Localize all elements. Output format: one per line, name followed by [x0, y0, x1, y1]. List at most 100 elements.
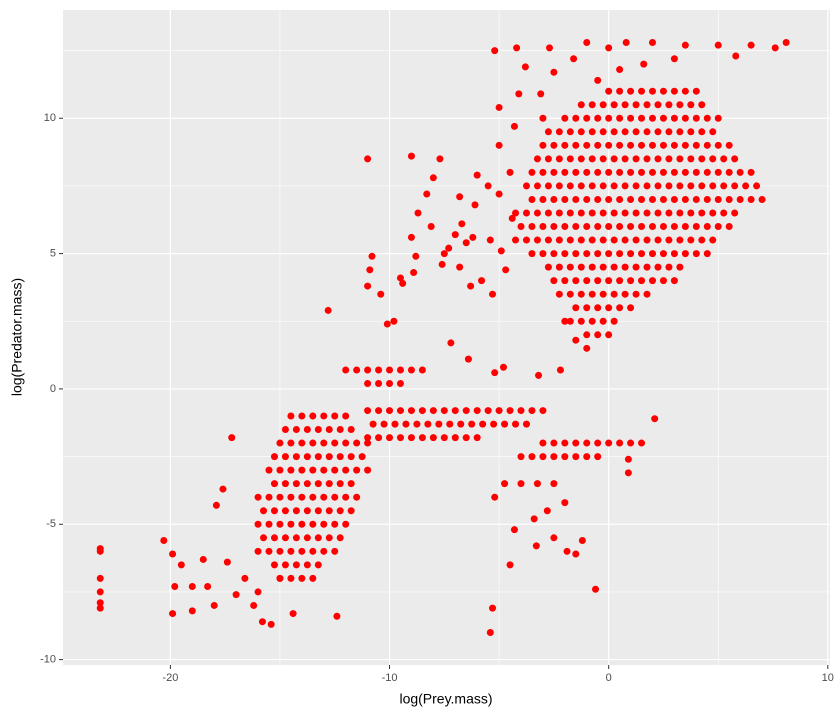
point: [533, 182, 541, 190]
x-axis-title: log(Prey.mass): [399, 691, 492, 707]
point: [594, 331, 602, 339]
point: [561, 141, 569, 149]
point: [533, 155, 541, 163]
point: [732, 52, 740, 60]
point: [495, 190, 503, 198]
point: [440, 434, 448, 442]
point: [325, 426, 333, 434]
point: [331, 412, 339, 420]
point: [605, 304, 613, 312]
point: [478, 277, 486, 285]
point: [561, 250, 569, 258]
point: [287, 547, 295, 555]
point: [270, 480, 278, 488]
point: [550, 534, 558, 542]
point: [692, 141, 700, 149]
point: [204, 583, 212, 591]
point: [471, 201, 479, 209]
point: [670, 114, 678, 122]
point: [665, 209, 673, 217]
point: [265, 493, 273, 501]
point: [550, 277, 558, 285]
x-tick-label: -20: [162, 672, 178, 684]
point: [232, 591, 240, 599]
point: [364, 466, 372, 474]
point: [522, 236, 530, 244]
point: [447, 339, 455, 347]
point: [605, 223, 613, 231]
point: [616, 439, 624, 447]
point: [720, 209, 728, 217]
point: [654, 182, 662, 190]
point: [366, 266, 374, 274]
point: [410, 269, 418, 277]
point: [423, 190, 431, 198]
point: [588, 209, 596, 217]
point: [632, 263, 640, 271]
point: [228, 434, 236, 442]
point: [654, 101, 662, 109]
point: [561, 195, 569, 203]
point: [309, 412, 317, 420]
point: [445, 244, 453, 252]
point: [270, 561, 278, 569]
point: [643, 290, 651, 298]
point: [594, 76, 602, 84]
point: [298, 547, 306, 555]
point: [469, 233, 477, 241]
point: [309, 466, 317, 474]
point: [550, 439, 558, 447]
point: [703, 114, 711, 122]
point: [414, 209, 422, 217]
point: [659, 168, 667, 176]
point: [583, 38, 591, 46]
point: [709, 155, 717, 163]
point: [528, 407, 536, 415]
point: [517, 453, 525, 461]
point: [407, 407, 415, 415]
point: [533, 209, 541, 217]
point: [648, 141, 656, 149]
point: [298, 493, 306, 501]
point: [643, 236, 651, 244]
point: [621, 101, 629, 109]
point: [561, 168, 569, 176]
point: [241, 574, 249, 582]
point: [659, 223, 667, 231]
point: [610, 128, 618, 136]
point: [407, 366, 415, 374]
point: [616, 114, 624, 122]
point: [543, 507, 551, 515]
point: [583, 250, 591, 258]
point: [298, 412, 306, 420]
point: [550, 250, 558, 258]
point: [342, 412, 350, 420]
point: [539, 114, 547, 122]
point: [402, 420, 410, 428]
point: [309, 493, 317, 501]
point: [577, 209, 585, 217]
point: [632, 155, 640, 163]
point: [364, 282, 372, 290]
point: [566, 155, 574, 163]
point: [742, 182, 750, 190]
point: [331, 439, 339, 447]
point: [583, 277, 591, 285]
point: [396, 407, 404, 415]
point: [199, 555, 207, 563]
point: [303, 561, 311, 569]
point: [687, 155, 695, 163]
point: [570, 55, 578, 63]
point: [281, 426, 289, 434]
point: [638, 114, 646, 122]
point: [292, 453, 300, 461]
point: [583, 168, 591, 176]
point: [508, 214, 516, 222]
point: [287, 574, 295, 582]
point: [424, 420, 432, 428]
point: [624, 455, 632, 463]
point: [616, 66, 624, 74]
point: [572, 168, 580, 176]
point: [462, 407, 470, 415]
point: [510, 526, 518, 534]
